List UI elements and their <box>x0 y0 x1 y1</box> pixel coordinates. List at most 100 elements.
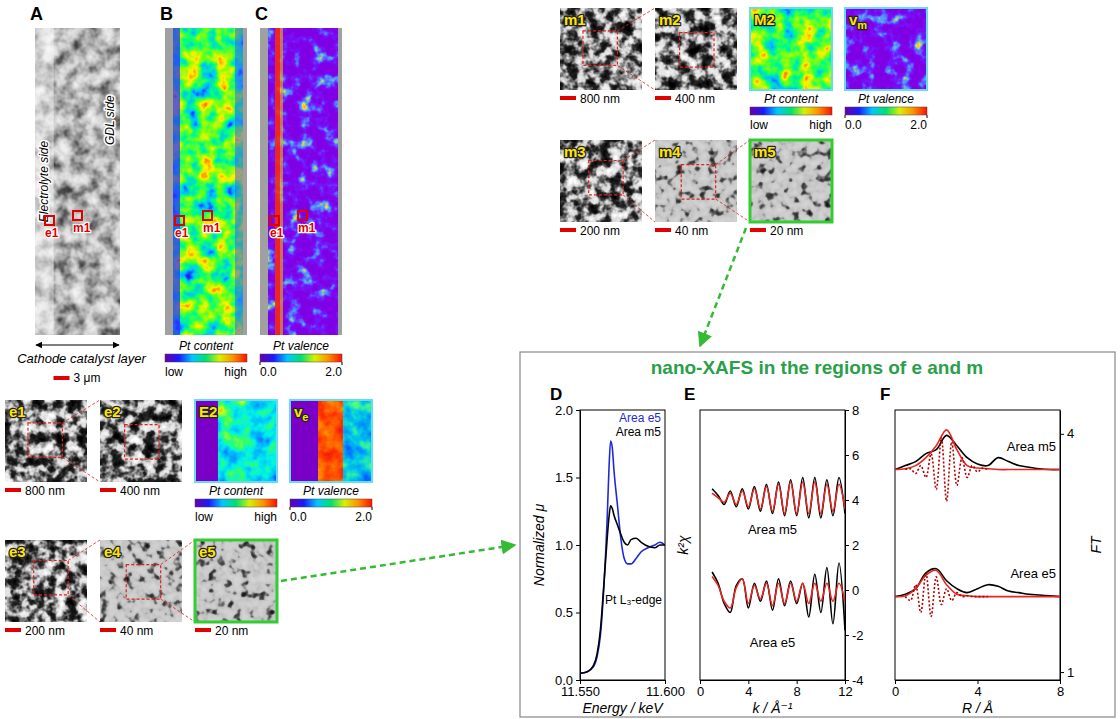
x-axis-tick-label: 12 <box>838 684 852 699</box>
y-axis-tick: 2 <box>845 538 859 553</box>
scale-bar-label: 400 nm <box>675 92 715 106</box>
zoom-region <box>125 425 159 459</box>
content-map <box>750 8 832 90</box>
y-axis-tick-label: 6 <box>852 448 859 463</box>
map-edge <box>173 28 180 335</box>
scale-bar <box>5 628 21 632</box>
y-axis: -4-202468 <box>845 403 864 688</box>
micrograph <box>560 8 642 90</box>
x-axis-tick: 0 <box>892 680 899 699</box>
x-axis: 048 <box>892 680 1064 699</box>
y-axis-tick: 1.5 <box>555 470 580 485</box>
colorbar-title: Pt content <box>179 339 234 353</box>
y-axis-tick-label: 1.0 <box>555 538 573 553</box>
scale-bar-label: 800 nm <box>580 92 620 106</box>
x-axis-tick: 8 <box>1057 680 1064 699</box>
x-axis-tick-label: 0 <box>892 684 899 699</box>
valence-map <box>268 28 338 335</box>
colorbar-tick-label: 0.0 <box>290 510 307 524</box>
y-axis-tick-mark <box>1060 434 1064 435</box>
x-axis-tick: 8 <box>794 680 801 699</box>
colorbar-tick-label: 2.0 <box>325 365 342 379</box>
x-axis-title: Energy / keV <box>582 700 664 716</box>
y-axis-title: k²χ <box>675 535 691 555</box>
zoom-connector <box>617 65 655 90</box>
image-label: M2 <box>754 11 775 28</box>
colorbar-low: low <box>195 510 213 524</box>
colorbar-low: low <box>165 365 183 379</box>
zoom-connector <box>62 457 100 482</box>
zoom-connector <box>623 195 655 222</box>
micrograph <box>655 8 737 90</box>
x-axis-line <box>701 680 846 681</box>
y-axis-tick-mark <box>845 455 849 456</box>
y-axis-tick-mark <box>845 500 849 501</box>
panel-letter: B <box>160 4 173 24</box>
colorbar-tick-label: 0.0 <box>260 365 277 379</box>
y-axis-tick: 1 <box>1060 665 1074 680</box>
caption: Cathode catalyst layer <box>17 351 146 366</box>
annotation: Pt L₃-edge <box>605 593 662 607</box>
zoom-region <box>34 561 68 595</box>
plot-area <box>580 441 665 673</box>
y-axis-tick: 2.0 <box>555 403 580 418</box>
region-label: m1 <box>203 221 221 235</box>
data-line <box>580 506 665 673</box>
colorbar <box>845 107 927 115</box>
map-edge <box>275 28 280 335</box>
side-label: GDL side <box>103 95 117 145</box>
legend-entry: Area e5 <box>619 411 661 425</box>
y-axis-tick-mark <box>845 545 849 546</box>
data-line <box>580 441 665 673</box>
colorbar <box>165 354 247 362</box>
zoom-connector <box>716 140 750 165</box>
data-line <box>712 477 845 518</box>
zoom-region <box>28 423 62 457</box>
group-label: Area e5 <box>1010 566 1056 581</box>
chart: 04812-4-202468Ek / Å⁻¹k²χArea m5Area e5 <box>675 385 864 716</box>
plot-frame <box>895 410 1060 680</box>
zoom-region <box>589 161 623 195</box>
region-marker <box>203 211 212 220</box>
x-axis-tick: 4 <box>745 680 752 699</box>
micrograph <box>5 400 87 482</box>
xafs-area-frame <box>195 540 277 622</box>
map-frame <box>750 8 832 90</box>
x-axis-tick: 12 <box>838 680 852 699</box>
y-axis: 0.00.51.01.52.0 <box>555 403 581 688</box>
region-marker <box>175 216 184 225</box>
scale-bar <box>560 228 576 232</box>
map-frame <box>290 400 372 482</box>
data-line <box>895 435 1060 469</box>
zoom-region <box>680 33 714 67</box>
y-axis-tick-mark <box>576 410 580 411</box>
x-axis-title: R / Å <box>962 700 993 716</box>
y-axis-tick-label: 1.5 <box>555 470 573 485</box>
image-label: e1 <box>9 403 26 420</box>
y-axis-tick: 4 <box>1060 426 1074 441</box>
y-axis-title: Normalized μ <box>531 503 547 586</box>
panel-title: nano-XAFS in the regions of e and m <box>651 357 984 378</box>
xafs-panel: nano-XAFS in the regions of e and m11.55… <box>520 352 1115 717</box>
colorbar-tick-label: 2.0 <box>910 118 927 132</box>
colorbar-high: high <box>254 510 277 524</box>
y-axis-tick-mark <box>845 410 849 411</box>
scale-bar <box>560 96 576 100</box>
zoom-connector <box>716 199 750 222</box>
region-label: e1 <box>270 226 284 240</box>
scale-bar <box>5 488 21 492</box>
zoom-region <box>583 31 617 65</box>
map-edge <box>235 28 243 335</box>
image-label: vm <box>849 11 867 31</box>
electrolyte-region <box>35 28 54 335</box>
panel-letter: A <box>30 4 43 24</box>
region-label: m1 <box>298 221 316 235</box>
y-axis-tick: 1.0 <box>555 538 580 553</box>
y-axis-tick-mark <box>845 590 849 591</box>
scale-bar-label: 200 nm <box>580 224 620 238</box>
data-line <box>712 482 845 514</box>
x-axis-tick-label: 8 <box>794 684 801 699</box>
scale-bar <box>655 228 671 232</box>
panel-box <box>520 352 1115 717</box>
zoom-region <box>126 565 160 599</box>
